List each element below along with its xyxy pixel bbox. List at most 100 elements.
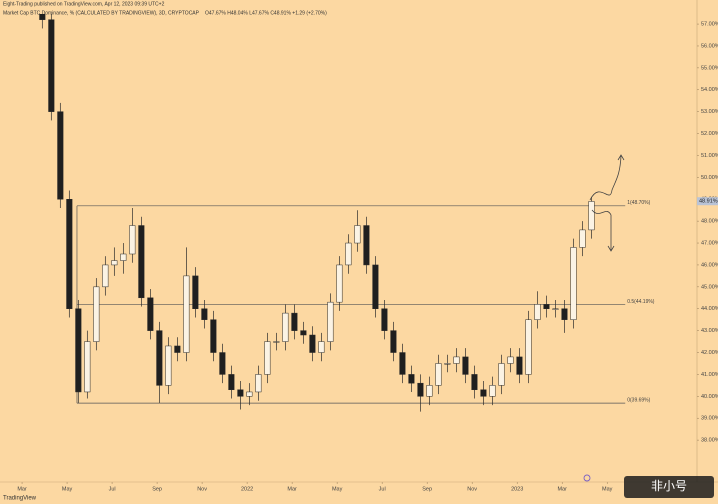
candle-body <box>111 260 118 266</box>
candle-body <box>120 253 127 261</box>
candle-body <box>327 301 334 342</box>
candle-body <box>462 356 469 375</box>
candle-body <box>489 385 496 397</box>
watermark-box <box>624 476 714 498</box>
candle-body <box>255 374 262 393</box>
candle-body <box>102 264 109 288</box>
header: Eight-Trading published on TradingView.c… <box>3 1 165 7</box>
candle-body <box>345 242 352 266</box>
candle-body <box>165 345 172 386</box>
y-tick-label: 38.00% <box>701 438 718 444</box>
candle-body <box>66 198 73 309</box>
y-tick-label: 48.00% <box>701 219 718 225</box>
candle-body <box>273 341 280 343</box>
footer: TradingView <box>3 496 37 502</box>
candle-body <box>192 275 199 309</box>
candle-body <box>390 330 397 353</box>
x-tick-label: May <box>332 486 343 492</box>
candle-body <box>309 334 316 353</box>
candle-body <box>57 111 64 200</box>
candle-body <box>138 225 145 299</box>
x-tick-label: Sep <box>152 486 162 492</box>
arrow-head <box>617 154 625 161</box>
y-tick-label: 41.00% <box>701 372 718 378</box>
candle-body <box>408 374 415 384</box>
candle-body <box>543 304 550 309</box>
candle-body <box>480 389 487 397</box>
y-tick-label: 45.00% <box>701 284 718 290</box>
candle-body <box>129 225 136 255</box>
x-tick-label: Mar <box>557 486 567 492</box>
candle-body <box>282 312 289 342</box>
candle-body <box>444 363 451 365</box>
ohlc-text: O47.67% H48.04% L47.67% C48.91% +1.29 (+… <box>205 10 327 16</box>
x-tick-label: Jul <box>109 486 116 492</box>
y-tick-label: 50.00% <box>701 175 718 181</box>
arrow-head <box>607 245 615 252</box>
watermark: 非小号 <box>651 479 687 493</box>
candle-body <box>39 14 46 20</box>
candle-body <box>228 374 235 391</box>
y-tick-label: 53.00% <box>701 109 718 115</box>
up-scenario-arrow <box>589 155 622 201</box>
y-tick-label: 40.00% <box>701 394 718 400</box>
candle-body <box>453 356 460 364</box>
y-tick-label: 42.00% <box>701 350 718 356</box>
x-tick-label: May <box>602 486 613 492</box>
candle-body <box>201 308 208 320</box>
candle-body <box>552 308 559 310</box>
candle-body <box>84 341 91 393</box>
candle-body <box>246 391 253 397</box>
x-tick-label: 2022 <box>241 486 253 492</box>
candle-body <box>354 225 361 244</box>
chart-title: Market Cap BTC Dominance, % (CALCULATED … <box>3 10 200 16</box>
candle-body <box>183 275 190 353</box>
y-tick-label: 56.00% <box>701 43 718 49</box>
y-tick-label: 54.00% <box>701 87 718 93</box>
candle-body <box>417 382 424 397</box>
candle-body <box>363 225 370 266</box>
candle-body <box>210 319 217 353</box>
candle-body <box>75 308 82 393</box>
candle-body <box>471 374 478 391</box>
x-tick-label: 2023 <box>511 486 523 492</box>
y-tick-label: 57.00% <box>701 22 718 28</box>
candle-body <box>372 264 379 309</box>
candle-body <box>435 363 442 386</box>
plot-area <box>39 14 626 412</box>
x-tick-label: Jul <box>379 486 386 492</box>
x-tick-label: Mar <box>287 486 297 492</box>
candle-body <box>318 341 325 353</box>
candle-body <box>534 304 541 320</box>
candle-body <box>156 330 163 386</box>
candle-body <box>507 356 514 364</box>
candle-body <box>498 363 505 386</box>
down-scenario-arrow <box>591 209 612 250</box>
last-price-label: 48.91% <box>699 199 718 205</box>
candle-body <box>516 356 523 375</box>
candle-body <box>570 247 577 320</box>
y-tick-label: 55.00% <box>701 65 718 71</box>
candle-body <box>381 308 388 331</box>
level-label: 0(39.69%) <box>627 397 650 403</box>
y-tick-label: 44.00% <box>701 306 718 312</box>
last-price-box <box>697 197 718 206</box>
candle-body <box>174 345 181 353</box>
level-label: 1(48.70%) <box>627 200 650 206</box>
candle-body <box>300 330 307 336</box>
candle-body <box>336 264 343 303</box>
candle-body <box>237 389 244 397</box>
candle-body <box>93 286 100 342</box>
y-tick-label: 52.00% <box>701 131 718 137</box>
event-icon <box>583 474 591 482</box>
y-tick-label: 47.00% <box>701 240 718 246</box>
y-tick-label: 46.00% <box>701 262 718 268</box>
x-tick-label: Nov <box>467 486 477 492</box>
candle-body <box>399 352 406 375</box>
y-tick-label: 51.00% <box>701 153 718 159</box>
x-tick-label: Mar <box>17 486 27 492</box>
level-label: 0.5(44.19%) <box>627 299 655 305</box>
candle-body <box>291 312 298 331</box>
